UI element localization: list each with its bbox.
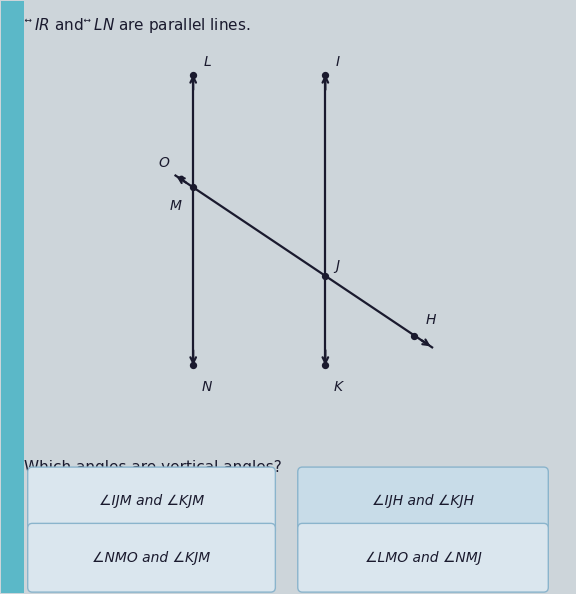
FancyBboxPatch shape	[28, 523, 275, 592]
Text: K: K	[334, 380, 343, 394]
FancyBboxPatch shape	[298, 467, 548, 536]
Text: O: O	[159, 156, 170, 170]
Text: $\mathit{\overleftrightarrow{IR}}$ and $\mathit{\overleftrightarrow{LN}}$ are pa: $\mathit{\overleftrightarrow{IR}}$ and $…	[24, 15, 250, 34]
Text: M: M	[170, 199, 181, 213]
Text: L: L	[203, 55, 211, 69]
Text: I: I	[336, 55, 340, 69]
Point	[321, 361, 330, 370]
Point	[177, 173, 186, 183]
Point	[188, 361, 198, 370]
Point	[321, 271, 330, 281]
FancyBboxPatch shape	[28, 467, 275, 536]
Text: Which angles are vertical angles?: Which angles are vertical angles?	[24, 460, 282, 475]
Point	[188, 70, 198, 80]
Point	[410, 331, 419, 340]
Text: ∠IJM and ∠KJM: ∠IJM and ∠KJM	[99, 494, 204, 508]
Point	[188, 182, 198, 192]
Text: ∠NMO and ∠KJM: ∠NMO and ∠KJM	[92, 551, 211, 565]
Bar	[1, 1, 24, 593]
Text: H: H	[426, 312, 436, 327]
Text: J: J	[336, 260, 340, 273]
FancyBboxPatch shape	[298, 523, 548, 592]
Text: ∠IJH and ∠KJH: ∠IJH and ∠KJH	[372, 494, 474, 508]
Text: N: N	[202, 380, 212, 394]
Point	[321, 70, 330, 80]
Text: ∠LMO and ∠NMJ: ∠LMO and ∠NMJ	[365, 551, 482, 565]
